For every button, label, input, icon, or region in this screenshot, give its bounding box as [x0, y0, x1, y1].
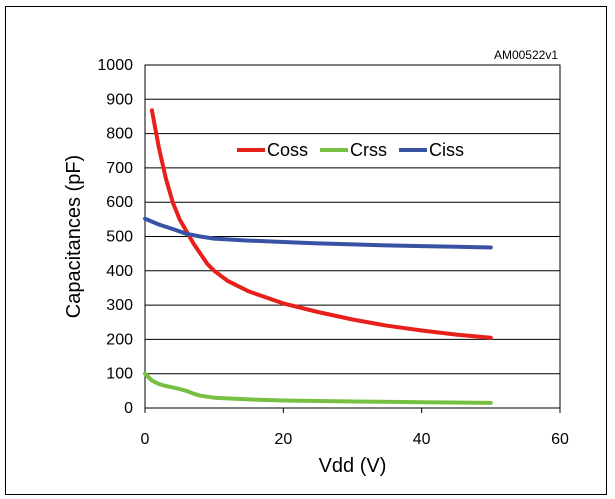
- series-line-ciss: [143, 216, 493, 250]
- y-tick-label: 600: [106, 194, 133, 211]
- y-tick-label: 100: [106, 366, 133, 383]
- x-tick-labels: 0 20 40 60: [141, 431, 569, 448]
- y-tick-label: 900: [106, 91, 133, 108]
- y-tick-label: 800: [106, 126, 133, 143]
- x-tick-label: 40: [413, 431, 431, 448]
- series-line-crss: [143, 371, 493, 405]
- y-axis-title: Capacitances (pF): [63, 155, 85, 318]
- chart-frame: [5, 6, 607, 495]
- legend-label-ciss: Ciss: [429, 140, 464, 160]
- legend: Coss Crss Ciss: [237, 140, 464, 160]
- x-tick-label: 0: [141, 431, 150, 448]
- x-tick-marks: [144, 408, 561, 413]
- y-tick-label: 700: [106, 160, 133, 177]
- legend-label-coss: Coss: [267, 140, 308, 160]
- x-tick-label: 60: [551, 431, 569, 448]
- y-tick-label: 300: [106, 297, 133, 314]
- series-lines: [143, 108, 493, 405]
- series-line-coss: [149, 108, 493, 340]
- figure-code: AM00522v1: [494, 48, 558, 62]
- plot-area: [144, 64, 561, 409]
- y-tick-labels: 0 100 200 300 400 500 600 700 800 900 1000: [97, 57, 133, 417]
- legend-label-crss: Crss: [350, 140, 387, 160]
- x-axis-title: Vdd (V): [319, 455, 387, 477]
- x-tick-label: 20: [274, 431, 292, 448]
- y-tick-label: 1000: [97, 57, 133, 74]
- y-tick-label: 400: [106, 263, 133, 280]
- y-tick-label: 500: [106, 229, 133, 246]
- y-tick-label: 0: [124, 400, 133, 417]
- y-tick-label: 200: [106, 331, 133, 348]
